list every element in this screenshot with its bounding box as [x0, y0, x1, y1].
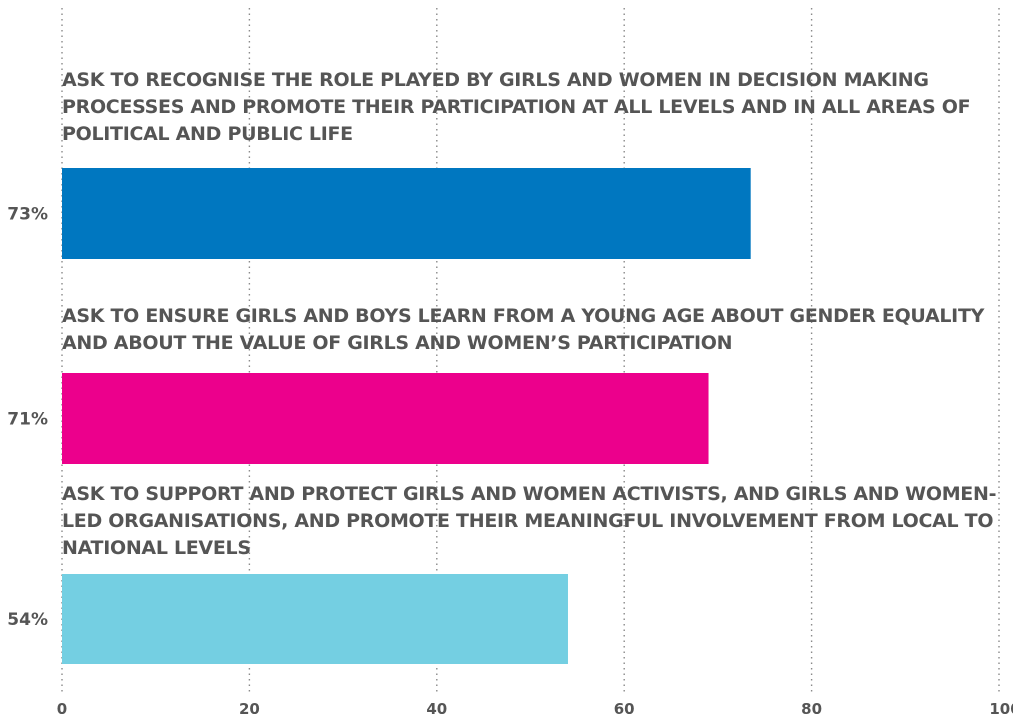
- tick-label-100: 100: [989, 700, 1013, 718]
- category-label-2: ASK TO ENSURE GIRLS AND BOYS LEARN FROM …: [62, 305, 985, 354]
- value-label-1: 73%: [7, 205, 48, 225]
- tick-label-60: 60: [614, 700, 635, 718]
- category-label-3: ASK TO SUPPORT AND PROTECT GIRLS AND WOM…: [62, 483, 996, 559]
- bar-2: [62, 373, 709, 464]
- bar-3: [62, 574, 568, 664]
- tick-label-80: 80: [801, 700, 822, 718]
- x-axis-tick-labels: 0 20 40 60 80 100: [57, 700, 1013, 718]
- tick-label-0: 0: [57, 700, 67, 718]
- bar-1: [62, 168, 751, 259]
- value-label-3: 54%: [7, 610, 48, 630]
- category-label-1: ASK TO RECOGNISE THE ROLE PLAYED BY GIRL…: [62, 69, 970, 145]
- tick-label-40: 40: [426, 700, 447, 718]
- category-labels: ASK TO RECOGNISE THE ROLE PLAYED BY GIRL…: [62, 69, 996, 559]
- bars: [62, 168, 751, 664]
- value-label-2: 71%: [7, 410, 48, 430]
- tick-label-20: 20: [239, 700, 260, 718]
- value-labels: 73% 71% 54%: [7, 205, 48, 631]
